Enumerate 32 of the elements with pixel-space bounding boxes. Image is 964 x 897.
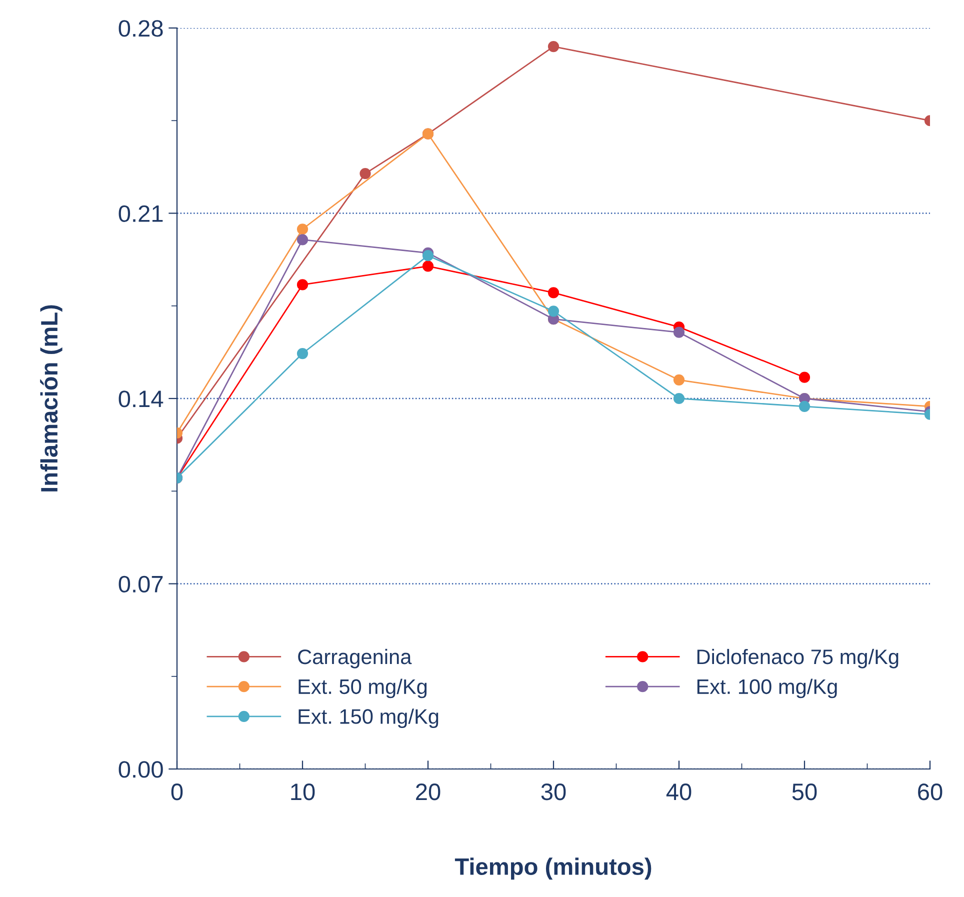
y-tick-label: 0.28 — [118, 20, 163, 37]
y-tick-label: 0.00 — [118, 761, 163, 778]
point — [548, 306, 560, 317]
point — [296, 234, 308, 246]
y-axis-title: Inflamación (mL) — [40, 305, 62, 492]
x-tick-label: 60 — [918, 784, 942, 800]
x-tick-label: 10 — [291, 784, 315, 800]
x-tick-label: 30 — [541, 784, 566, 800]
point — [673, 374, 685, 386]
x-tick-label: 20 — [416, 784, 440, 800]
legend-label: Carragenina — [298, 648, 412, 668]
point — [422, 260, 434, 272]
y-tick-label: 0.07 — [118, 576, 163, 593]
point — [548, 287, 560, 298]
legend-label: Diclofenaco 75 mg/Kg — [697, 648, 898, 668]
x-axis-title: Tiempo (minutos) — [454, 858, 652, 880]
point — [296, 224, 308, 235]
y-tick-label: 0.21 — [118, 205, 163, 222]
legend-label: Ext. 50 mg/Kg — [298, 678, 427, 698]
legend-label: Ext. 100 mg/Kg — [697, 678, 837, 698]
legend-label: Ext. 150 mg/Kg — [298, 708, 438, 728]
x-tick-label: 50 — [792, 784, 817, 800]
x-tick-label: 40 — [666, 784, 692, 800]
point — [296, 348, 308, 360]
point — [673, 326, 685, 338]
point — [296, 279, 308, 290]
point — [798, 400, 810, 412]
point — [673, 392, 685, 404]
y-tick-label: 0.14 — [118, 390, 164, 408]
x-tick-label: 0 — [171, 784, 183, 800]
point — [798, 372, 810, 383]
point — [422, 250, 434, 262]
